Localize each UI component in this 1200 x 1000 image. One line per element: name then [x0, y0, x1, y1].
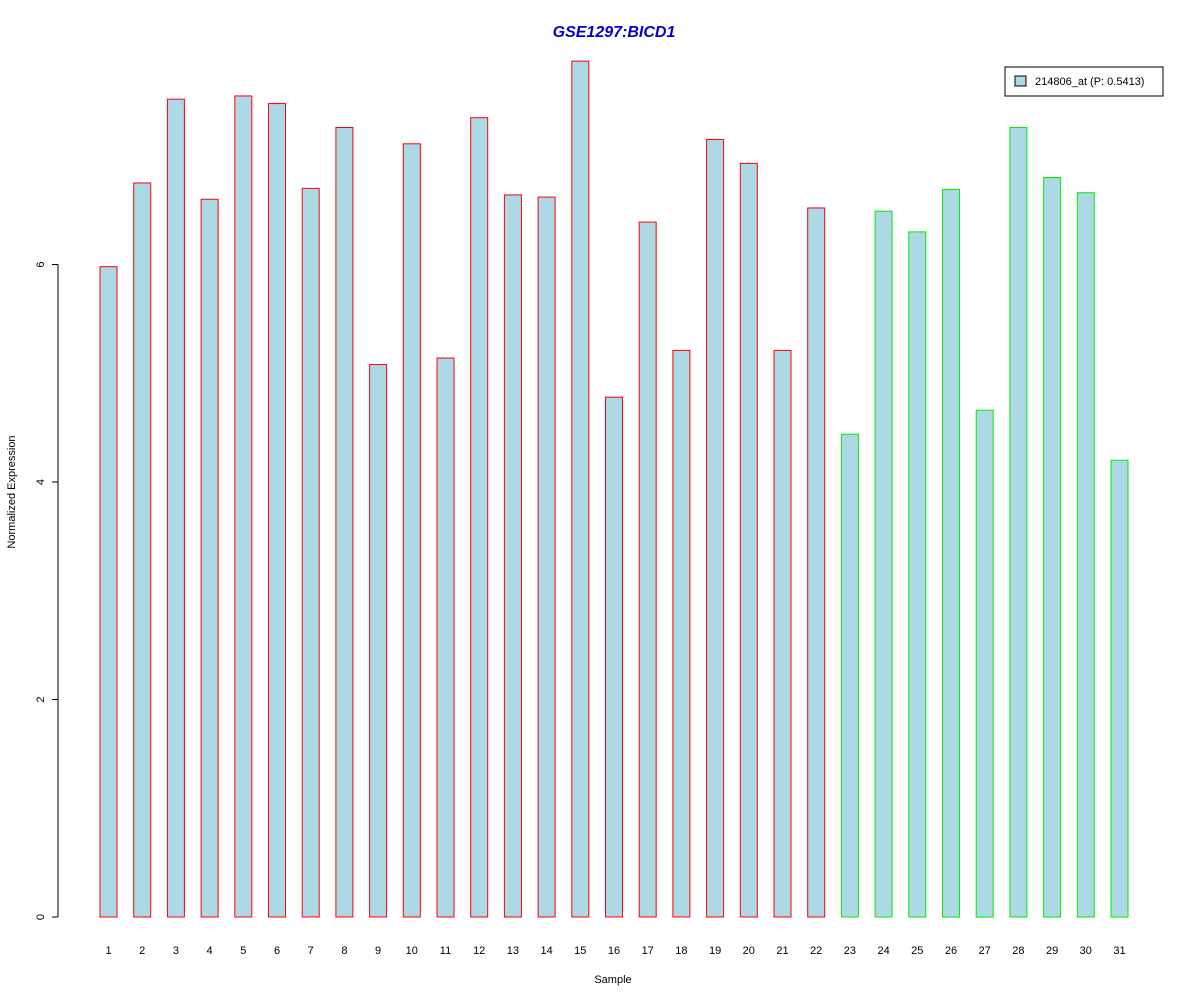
x-tick-label: 30	[1080, 945, 1092, 957]
bar	[470, 117, 489, 918]
bar	[706, 138, 725, 918]
bar	[840, 433, 859, 918]
chart-title: GSE1297:BICD1	[553, 24, 676, 41]
x-tick-label: 19	[709, 945, 721, 957]
bar	[1076, 192, 1095, 918]
bar	[672, 349, 691, 918]
bar	[571, 60, 590, 918]
bar	[908, 231, 927, 918]
x-tick-label: 25	[911, 945, 923, 957]
y-tick-label: 2	[35, 696, 47, 702]
bar	[166, 98, 185, 918]
x-tick-label: 12	[473, 945, 485, 957]
legend: 214806_at (P: 0.5413)	[1004, 66, 1164, 97]
bar	[1009, 126, 1028, 918]
x-tick-label: 17	[642, 945, 654, 957]
x-tick-label: 3	[173, 945, 179, 957]
x-tick-label: 27	[979, 945, 991, 957]
bar	[1110, 459, 1129, 918]
x-tick-label: 24	[877, 945, 889, 957]
x-tick-label: 29	[1046, 945, 1058, 957]
bar	[739, 162, 758, 918]
legend-label: 214806_at (P: 0.5413)	[1035, 76, 1144, 88]
bar	[942, 188, 960, 918]
bar	[605, 396, 623, 918]
x-tick-label: 14	[540, 945, 552, 957]
bar	[234, 95, 253, 918]
x-axis-label: Sample	[594, 974, 631, 986]
x-tick-label: 31	[1113, 945, 1125, 957]
bar	[402, 143, 421, 918]
x-tick-label: 11	[440, 945, 451, 957]
bar	[773, 349, 792, 918]
x-tick-label: 13	[507, 945, 519, 957]
y-tick-label: 0	[35, 914, 47, 920]
x-tick-label: 6	[274, 945, 280, 957]
x-tick-label: 5	[240, 945, 246, 957]
bar	[1043, 177, 1062, 918]
legend-box	[1004, 66, 1164, 97]
x-tick-label: 10	[406, 945, 418, 957]
x-tick-label: 9	[375, 945, 381, 957]
x-tick-label: 7	[308, 945, 314, 957]
bar	[638, 221, 657, 918]
x-tick-label: 21	[776, 945, 788, 957]
x-tick-label: 23	[844, 945, 856, 957]
bar	[335, 126, 354, 918]
bar	[436, 357, 455, 918]
y-axis-label: Normalized Expression	[6, 435, 18, 548]
x-tick-label: 2	[139, 945, 145, 957]
x-tick-label: 15	[574, 945, 586, 957]
bars-group	[99, 60, 1129, 918]
x-tick-label: 18	[675, 945, 687, 957]
x-tick-label: 20	[743, 945, 755, 957]
bar	[975, 409, 994, 918]
bar	[133, 182, 152, 918]
x-tick-label: 1	[105, 945, 111, 957]
x-tick-label: 22	[810, 945, 822, 957]
bar	[369, 364, 388, 918]
bar	[268, 103, 286, 918]
bar	[537, 196, 556, 918]
bar	[874, 210, 893, 918]
x-tick-label: 4	[207, 945, 213, 957]
bar	[301, 187, 320, 918]
legend-swatch	[1014, 75, 1027, 87]
x-tick-label: 8	[341, 945, 347, 957]
bar	[503, 194, 522, 918]
bar	[99, 266, 118, 918]
x-tick-label: 28	[1012, 945, 1024, 957]
x-tick-label: 26	[945, 945, 957, 957]
y-axis: 0 2 4 6	[35, 261, 59, 920]
y-tick-label: 4	[35, 479, 47, 485]
x-tick-labels: 1 2 3 4 5 6 7 8 9 10 11 12 13 14 15 16 17 18 19 20 21 22 23 24 2…	[105, 945, 1125, 957]
y-tick-label: 6	[35, 261, 47, 267]
bar	[200, 198, 219, 918]
x-tick-label: 16	[608, 945, 620, 957]
bar	[807, 207, 826, 918]
